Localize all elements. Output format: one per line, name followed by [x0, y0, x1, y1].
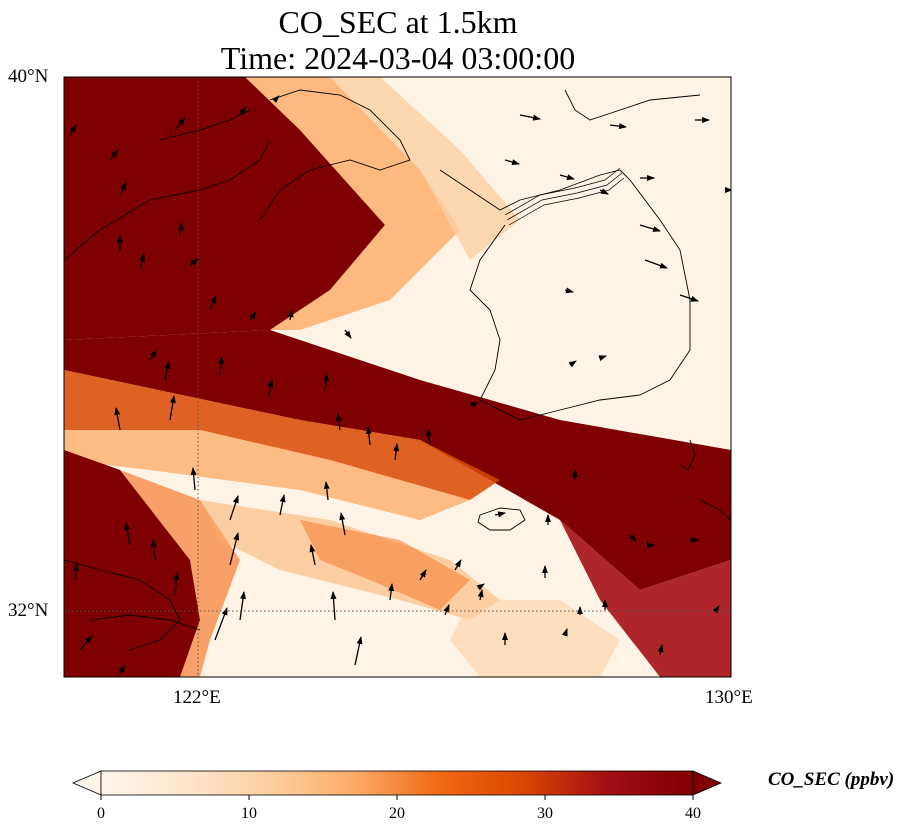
colorbar-tick-label: 20: [389, 805, 405, 822]
wind-arrow: [494, 511, 506, 518]
wind-arrow: [190, 467, 197, 491]
wind-arrow: [519, 114, 541, 121]
wind-arrow: [344, 329, 352, 339]
colorbar-tick-label: 30: [537, 805, 553, 822]
wind-arrow: [559, 174, 575, 180]
wind-arrow: [267, 379, 274, 399]
y-tick-label: 32°N: [8, 600, 49, 621]
wind-arrow: [249, 311, 257, 321]
boundary-line: [504, 167, 625, 226]
wind-arrow: [73, 563, 80, 581]
wind-arrow: [568, 360, 577, 368]
wind-arrow: [504, 159, 520, 165]
wind-arrow: [209, 295, 217, 311]
wind-arrow: [149, 349, 157, 361]
wind-arrow: [150, 539, 157, 561]
wind-arrow: [214, 607, 228, 641]
wind-arrow: [218, 356, 225, 376]
x-tick-label: 130°E: [705, 687, 753, 708]
wind-arrow: [679, 294, 699, 302]
wind-arrow: [173, 572, 180, 596]
map-title-line1: CO_SEC at 1.5km: [278, 4, 518, 40]
wind-arrow: [388, 583, 395, 601]
wind-arrow: [628, 533, 637, 542]
wind-arrow: [169, 395, 176, 421]
wind-arrow: [124, 522, 131, 546]
wind-arrow: [477, 589, 484, 601]
wind-arrow: [599, 188, 609, 195]
wind-arrow: [339, 512, 346, 536]
wind-arrow: [239, 591, 246, 621]
wind-arrow: [309, 544, 316, 566]
wind-arrow: [365, 426, 372, 446]
wind-arrow: [469, 401, 479, 408]
wind-arrow: [119, 182, 127, 196]
wind-arrow: [476, 583, 485, 591]
wind-arrow: [239, 106, 247, 116]
colorbar-extend-min: [71, 770, 102, 796]
wind-arrow: [174, 117, 186, 131]
wind-arrow: [323, 481, 330, 501]
wind-arrow: [712, 605, 720, 614]
map-frame: [63, 76, 732, 678]
wind-arrow: [419, 569, 427, 581]
wind-arrow: [330, 591, 337, 621]
wind-arrow: [287, 309, 294, 321]
wind-arrow: [79, 635, 93, 651]
wind-arrow: [229, 532, 240, 566]
wind-arrow: [189, 258, 199, 266]
wind-arrow: [139, 253, 146, 271]
wind-arrow: [69, 124, 77, 136]
wind-arrow: [561, 628, 568, 637]
wind-arrow: [271, 95, 280, 104]
wind-arrow: [229, 495, 239, 521]
wind-arrow: [164, 361, 171, 381]
wind-arrow: [323, 373, 330, 391]
wind-arrow: [564, 287, 574, 294]
colorbar-tick-label: 10: [241, 805, 257, 822]
y-tick-label: 40°N: [8, 66, 49, 87]
wind-arrow: [644, 259, 668, 269]
colorbar: [71, 770, 723, 800]
wind-arrow: [657, 644, 664, 656]
colorbar-extend-max: [692, 770, 723, 796]
colorbar-tick-label: 0: [97, 805, 105, 822]
coastline: [64, 89, 731, 651]
wind-arrow: [114, 407, 121, 431]
wind-arrow: [454, 559, 462, 571]
map-title-line2: Time: 2024-03-04 03:00:00: [220, 40, 576, 76]
wind-arrow: [609, 123, 627, 130]
concentration-field: [64, 77, 731, 677]
wind-arrow: [393, 443, 400, 461]
wind-arrow: [443, 604, 450, 616]
x-tick-label: 122°E: [173, 687, 221, 708]
colorbar-gradient: [101, 771, 693, 795]
colorbar-tick-label: 40: [685, 805, 701, 822]
wind-arrow: [118, 664, 125, 676]
wind-arrow: [335, 413, 342, 431]
wind-arrow: [279, 494, 286, 516]
wind-arrow: [639, 224, 661, 232]
wind-arrow: [354, 636, 363, 666]
colorbar-label: CO_SEC (ppbv): [768, 769, 895, 790]
wind-arrow: [177, 222, 184, 236]
wind-arrow: [425, 428, 432, 446]
wind-arrow: [598, 355, 607, 362]
wind-arrow: [109, 149, 119, 161]
wind-vectors: [69, 95, 731, 676]
